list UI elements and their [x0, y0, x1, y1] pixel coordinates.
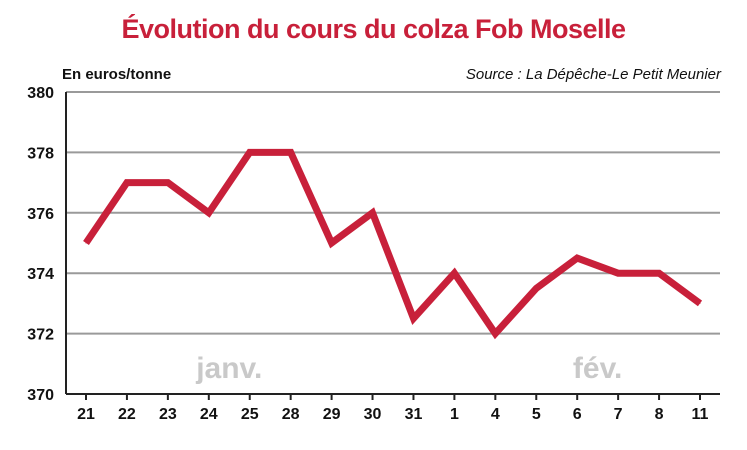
data-point — [699, 302, 701, 304]
data-point — [453, 272, 455, 274]
y-tick-label: 372 — [27, 327, 54, 344]
series-line — [83, 148, 703, 340]
y-tick-label: 370 — [27, 387, 54, 404]
data-point — [494, 333, 496, 335]
x-tick-label: 29 — [323, 406, 341, 423]
source-credit: Source : La Dépêche-Le Petit Meunier — [465, 66, 721, 83]
data-point — [535, 287, 537, 289]
y-tick-label: 380 — [27, 85, 54, 102]
month-label: janv. — [195, 352, 262, 385]
month-label: fév. — [573, 352, 622, 385]
x-tick-labels: 21 22 23 24 25 28 29 30 31 1 4 5 6 7 8 11 — [77, 406, 708, 423]
x-tick-label: 30 — [364, 406, 382, 423]
data-point — [372, 212, 374, 214]
x-tick-label: 23 — [159, 406, 177, 423]
x-tick-label: 31 — [405, 406, 423, 423]
x-tick-label: 6 — [573, 406, 582, 423]
month-labels: janv. fév. — [195, 352, 622, 385]
y-tick-labels: 370 372 374 376 378 380 — [27, 85, 54, 404]
y-axis-unit-label: En euros/tonne — [62, 66, 172, 83]
x-tick-label: 21 — [77, 406, 95, 423]
data-point — [658, 272, 660, 274]
series-group — [83, 148, 703, 340]
x-tick-label: 24 — [200, 406, 218, 423]
x-tick-label: 11 — [692, 406, 709, 423]
axes — [65, 92, 720, 400]
x-tick-label: 22 — [118, 406, 136, 423]
x-tick-label: 1 — [450, 406, 459, 423]
data-point — [617, 272, 619, 274]
gridlines — [66, 91, 720, 335]
data-point — [208, 212, 210, 214]
y-tick-label: 378 — [27, 145, 54, 162]
data-point — [576, 257, 578, 259]
x-tick-label: 4 — [491, 406, 500, 423]
y-tick-label: 374 — [27, 266, 54, 283]
data-point — [412, 318, 414, 319]
data-point — [290, 151, 292, 153]
x-tick-label: 28 — [282, 406, 300, 423]
data-point — [167, 182, 169, 184]
data-point — [126, 182, 128, 184]
x-tick-label: 5 — [532, 406, 541, 423]
x-tick-label: 8 — [655, 406, 664, 423]
data-point — [85, 242, 87, 244]
data-point — [331, 242, 333, 244]
x-tick-label: 25 — [241, 406, 259, 423]
chart-title: Évolution du cours du colza Fob Moselle — [121, 14, 626, 44]
x-tick-label: 7 — [614, 406, 623, 423]
data-point — [249, 151, 251, 153]
y-tick-label: 376 — [27, 206, 54, 223]
